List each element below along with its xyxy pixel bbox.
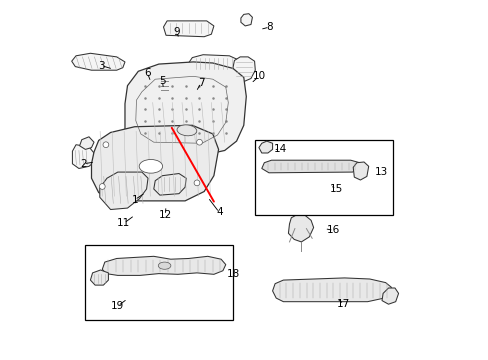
Polygon shape [352,162,368,180]
Text: 11: 11 [117,218,130,228]
Polygon shape [80,137,94,149]
Polygon shape [72,53,125,70]
Text: 14: 14 [273,144,286,154]
Text: 2: 2 [80,159,86,169]
Ellipse shape [158,262,170,269]
Polygon shape [91,125,218,201]
Polygon shape [157,68,172,98]
Text: 13: 13 [374,167,387,177]
Text: 17: 17 [336,299,349,309]
Polygon shape [153,174,186,195]
Polygon shape [258,141,272,153]
Bar [254,140,392,215]
Circle shape [194,180,200,186]
Polygon shape [232,57,255,82]
Text: 12: 12 [158,210,172,220]
Text: 9: 9 [173,27,180,37]
Polygon shape [125,62,246,155]
Circle shape [103,142,108,148]
Polygon shape [241,14,252,26]
Text: 8: 8 [266,22,272,32]
Text: 1: 1 [131,195,138,205]
Polygon shape [288,214,313,242]
Text: 16: 16 [326,225,340,235]
Text: 4: 4 [216,207,222,217]
Text: 10: 10 [252,71,265,81]
Text: 19: 19 [111,301,124,311]
Polygon shape [163,21,213,37]
Polygon shape [90,270,108,285]
Text: 3: 3 [98,60,104,71]
Circle shape [99,184,105,189]
Text: 18: 18 [226,269,239,279]
Ellipse shape [139,159,163,173]
Polygon shape [186,55,237,72]
Bar [85,245,232,320]
Ellipse shape [177,125,196,136]
Polygon shape [146,71,155,100]
Circle shape [196,139,202,145]
Text: 7: 7 [198,78,204,88]
Text: 6: 6 [143,68,150,78]
Polygon shape [272,278,390,302]
Text: 15: 15 [329,184,342,194]
Polygon shape [72,145,95,168]
Text: 5: 5 [159,76,165,86]
Polygon shape [102,256,225,275]
Polygon shape [381,288,398,304]
Polygon shape [100,172,148,210]
Polygon shape [261,160,359,173]
